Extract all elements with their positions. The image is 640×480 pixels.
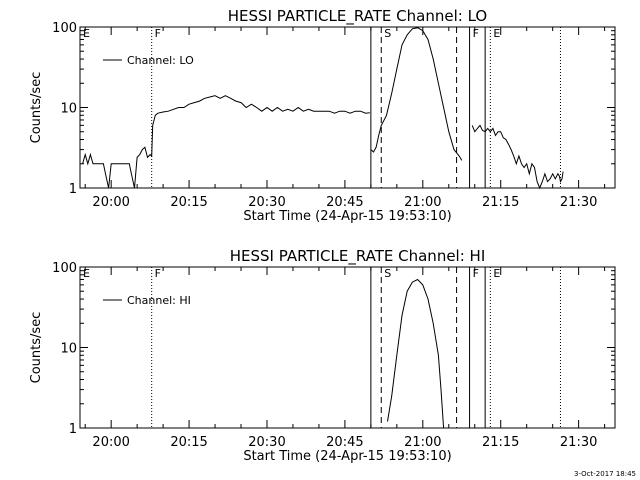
y-tick-label: 10 [60, 102, 77, 117]
x-tick-label: 21:00 [404, 435, 441, 450]
y-tick-label: 100 [52, 21, 77, 36]
chart-panel-hi: HESSI PARTICLE_RATE Channel: HI Counts/se… [29, 247, 616, 464]
x-tick-label: 21:00 [404, 195, 441, 210]
x-tick-label: 20:15 [170, 435, 207, 450]
event-marker-label: S [384, 27, 391, 40]
x-tick-label: 20:45 [326, 435, 363, 450]
chart-title: HESSI PARTICLE_RATE Channel: LO [228, 7, 487, 26]
event-marker-label: F [155, 27, 161, 40]
chart-title: HESSI PARTICLE_RATE Channel: HI [230, 247, 486, 266]
event-marker-label: F [473, 27, 479, 40]
series-line [387, 278, 445, 429]
legend-label: Channel: LO [127, 54, 194, 67]
x-tick-label: 20:00 [92, 435, 129, 450]
y-tick-label: 100 [52, 261, 77, 276]
x-tick-label: 21:30 [560, 435, 597, 450]
series-line [370, 27, 463, 161]
y-tick-label: 1 [69, 422, 77, 437]
x-axis-label: Start Time (24-Apr-15 19:53:10) [243, 209, 451, 224]
series-line [471, 124, 564, 190]
y-axis-label: Counts/sec [29, 72, 44, 144]
date-stamp: 3-Oct-2017 18:45 [574, 470, 636, 478]
x-axis-label: Start Time (24-Apr-15 19:53:10) [243, 449, 451, 464]
x-tick-label: 21:15 [482, 195, 519, 210]
chart-panel-lo: HESSI PARTICLE_RATE Channel: LO Counts/se… [29, 7, 616, 224]
event-marker-label: E [83, 267, 90, 280]
x-tick-label: 21:30 [560, 195, 597, 210]
series-line [82, 95, 370, 189]
event-marker-label: E [493, 27, 500, 40]
legend-label: Channel: HI [127, 294, 191, 307]
x-tick-label: 20:45 [326, 195, 363, 210]
x-tick-label: 20:30 [248, 195, 285, 210]
event-marker-label: F [155, 267, 161, 280]
y-axis-label: Counts/sec [29, 312, 44, 384]
event-marker-label: S [384, 267, 391, 280]
plot-frame [79, 26, 616, 189]
x-tick-label: 20:00 [92, 195, 129, 210]
event-marker-label: F [473, 267, 479, 280]
event-marker-label: E [493, 267, 500, 280]
x-tick-label: 20:15 [170, 195, 207, 210]
x-tick-label: 21:15 [482, 435, 519, 450]
y-tick-label: 1 [69, 182, 77, 197]
x-tick-label: 20:30 [248, 435, 285, 450]
y-tick-label: 10 [60, 342, 77, 357]
event-marker-label: E [83, 27, 90, 40]
plot-frame [79, 266, 616, 429]
